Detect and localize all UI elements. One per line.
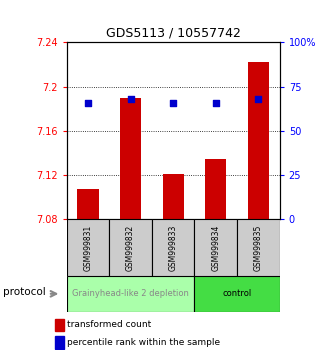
- Text: GSM999835: GSM999835: [254, 224, 263, 271]
- Bar: [248, 62, 269, 219]
- Bar: [67, 276, 194, 312]
- Text: GSM999832: GSM999832: [126, 225, 135, 271]
- Text: control: control: [222, 289, 252, 298]
- Bar: [77, 189, 99, 219]
- Point: [213, 100, 218, 105]
- Bar: [109, 219, 152, 276]
- Text: protocol: protocol: [3, 287, 46, 297]
- Bar: [67, 219, 109, 276]
- Text: GSM999833: GSM999833: [168, 224, 178, 271]
- Text: GSM999834: GSM999834: [211, 224, 220, 271]
- Bar: [205, 159, 226, 219]
- Text: transformed count: transformed count: [67, 320, 152, 329]
- Point: [170, 100, 176, 105]
- Point: [85, 100, 91, 105]
- Bar: [55, 336, 64, 349]
- Bar: [55, 319, 64, 331]
- Point: [256, 96, 261, 102]
- Point: [128, 96, 133, 102]
- Bar: [194, 219, 237, 276]
- Text: Grainyhead-like 2 depletion: Grainyhead-like 2 depletion: [72, 289, 189, 298]
- Title: GDS5113 / 10557742: GDS5113 / 10557742: [106, 27, 241, 40]
- Bar: [194, 276, 280, 312]
- Text: percentile rank within the sample: percentile rank within the sample: [67, 338, 220, 347]
- Text: GSM999831: GSM999831: [83, 225, 93, 271]
- Bar: [163, 174, 184, 219]
- Bar: [120, 98, 141, 219]
- Bar: [152, 219, 194, 276]
- Bar: [237, 219, 280, 276]
